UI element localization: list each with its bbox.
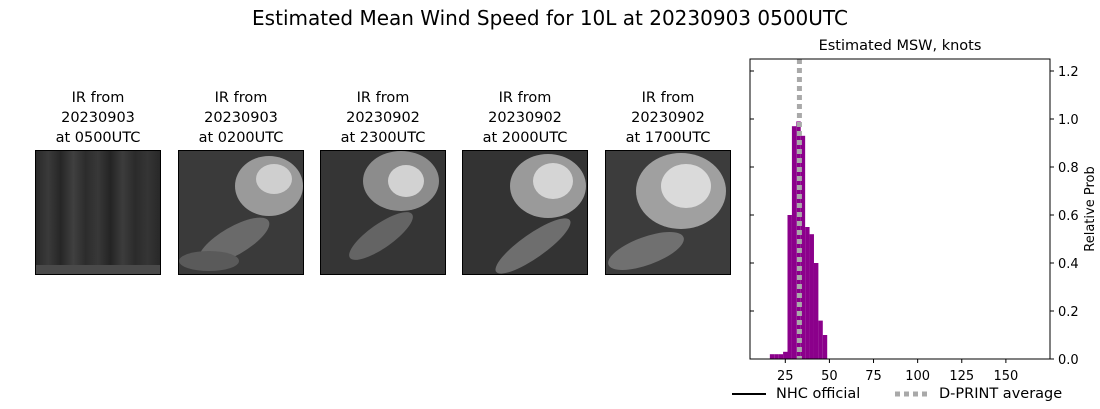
ir-image [462, 150, 588, 275]
ir-panel: IR from 20230902 at 2000UTC [462, 88, 588, 275]
chart-title: Estimated MSW, knots [819, 38, 982, 54]
solid-line-swatch [732, 393, 766, 395]
x-tick-label: 150 [993, 369, 1018, 384]
x-tick-label: 50 [821, 369, 838, 384]
ir-image [320, 150, 446, 275]
ir-panel: IR from 20230902 at 2300UTC [320, 88, 446, 275]
ir-panel: IR from 20230903 at 0500UTC [35, 88, 161, 275]
x-tick-label: 125 [949, 369, 974, 384]
y-axis-label: Relative Prob [1083, 166, 1098, 251]
figure-title: Estimated Mean Wind Speed for 10L at 202… [252, 6, 848, 30]
legend-item-dprint: D-PRINT average [895, 386, 1062, 402]
y-tick-label: 0.6 [1058, 209, 1079, 224]
legend-label: D-PRINT average [939, 386, 1063, 402]
histogram-bar [800, 135, 806, 359]
histogram-bar [818, 320, 823, 359]
legend-item-nhc: NHC official [732, 386, 860, 402]
ir-image [35, 150, 161, 275]
y-tick-label: 0.8 [1058, 161, 1079, 176]
ir-panel-title: IR from 20230903 at 0200UTC [198, 90, 284, 146]
histogram-bar [809, 234, 814, 359]
y-tick-label: 1.0 [1058, 113, 1079, 128]
ir-panel: IR from 20230903 at 0200UTC [178, 88, 304, 275]
y-tick-label: 1.2 [1058, 65, 1079, 80]
x-tick-label: 100 [905, 369, 930, 384]
histogram-bar [787, 215, 792, 359]
histogram-bar [774, 354, 779, 359]
histogram-bar [805, 227, 810, 359]
y-tick-label: 0.4 [1058, 257, 1079, 272]
x-axis: 25 50 75 100 125 150 [777, 359, 1018, 384]
histogram-bar [813, 263, 819, 359]
x-tick-label: 75 [865, 369, 882, 384]
histogram-bar [778, 354, 784, 359]
ir-panel: IR from 20230902 at 1700UTC [605, 88, 731, 275]
histogram-bar [783, 351, 788, 359]
y-tick-label: 0.0 [1058, 353, 1079, 368]
ir-panel-title: IR from 20230902 at 1700UTC [625, 90, 711, 146]
plot-frame [749, 58, 1051, 360]
ir-image [178, 150, 304, 275]
ir-image [605, 150, 731, 275]
histogram-bar [791, 126, 797, 359]
x-tick-label: 25 [777, 369, 794, 384]
dotted-line-swatch [895, 391, 929, 397]
y-tick-label: 0.2 [1058, 305, 1079, 320]
ir-panel-title: IR from 20230902 at 2300UTC [340, 90, 426, 146]
histogram-bar [822, 335, 828, 359]
ir-panel-title: IR from 20230903 at 0500UTC [55, 90, 141, 146]
ir-panel-title: IR from 20230902 at 2000UTC [482, 90, 568, 146]
histogram-bar [769, 354, 775, 359]
legend-label: NHC official [776, 386, 861, 402]
y-axis: 0.0 0.2 0.4 0.6 0.8 1.0 1.2 [750, 65, 1079, 368]
